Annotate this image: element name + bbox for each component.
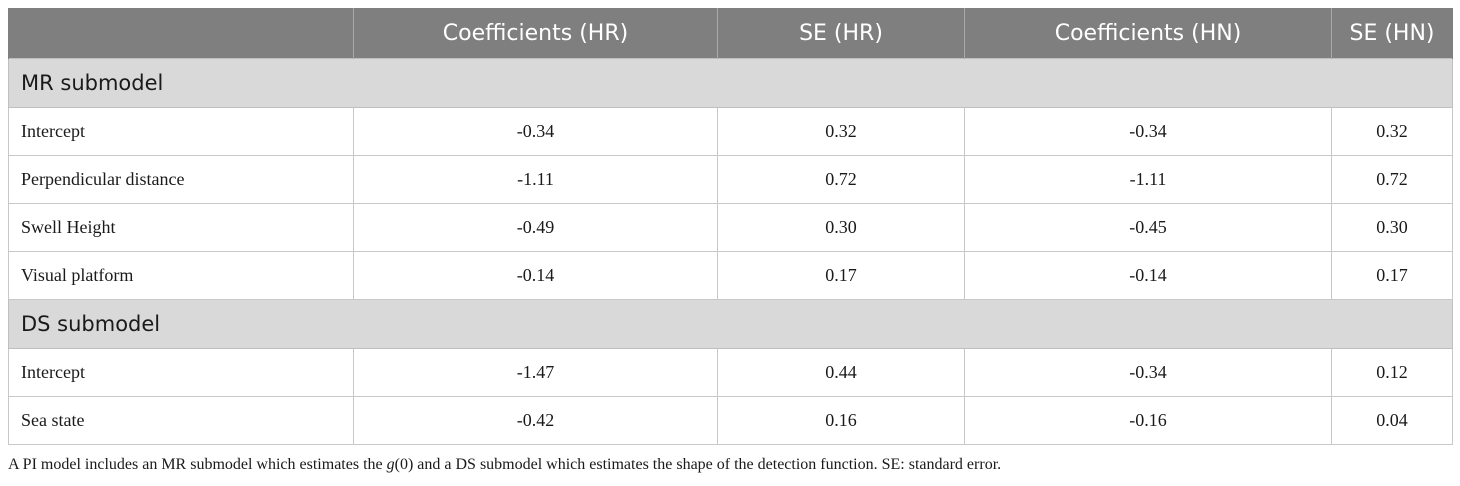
header-coef-hn: Coefficients (HN) xyxy=(964,8,1332,59)
table-row: Sea state -0.42 0.16 -0.16 0.04 xyxy=(8,396,1453,445)
cell-coef-hr: -1.47 xyxy=(353,348,718,397)
table-row: Visual platform -0.14 0.17 -0.14 0.17 xyxy=(8,251,1453,300)
row-label: Visual platform xyxy=(8,251,354,300)
cell-coef-hr: -0.14 xyxy=(353,251,718,300)
table-row: Intercept -1.47 0.44 -0.34 0.12 xyxy=(8,348,1453,397)
cell-se-hr: 0.17 xyxy=(717,251,965,300)
row-label: Intercept xyxy=(8,348,354,397)
header-se-hn: SE (HN) xyxy=(1331,8,1453,59)
cell-coef-hn: -0.14 xyxy=(964,251,1332,300)
cell-se-hn: 0.72 xyxy=(1331,155,1453,204)
section-row-ds: DS submodel xyxy=(8,299,1453,349)
row-label: Intercept xyxy=(8,107,354,156)
cell-se-hr: 0.30 xyxy=(717,203,965,252)
cell-se-hr: 0.44 xyxy=(717,348,965,397)
cell-se-hr: 0.32 xyxy=(717,107,965,156)
cell-se-hn: 0.17 xyxy=(1331,251,1453,300)
table-row: Swell Height -0.49 0.30 -0.45 0.30 xyxy=(8,203,1453,252)
section-title: DS submodel xyxy=(8,299,1453,349)
cell-se-hn: 0.32 xyxy=(1331,107,1453,156)
cell-coef-hn: -0.45 xyxy=(964,203,1332,252)
table-header-row: Coefficients (HR) SE (HR) Coefficients (… xyxy=(8,8,1453,59)
header-coef-hr: Coefficients (HR) xyxy=(353,8,718,59)
coefficients-table: Coefficients (HR) SE (HR) Coefficients (… xyxy=(8,8,1453,445)
footnote-text-after: (0) and a DS submodel which estimates th… xyxy=(394,456,1002,473)
table-row: Perpendicular distance -1.11 0.72 -1.11 … xyxy=(8,155,1453,204)
cell-coef-hn: -1.11 xyxy=(964,155,1332,204)
cell-se-hn: 0.12 xyxy=(1331,348,1453,397)
table-footnote: A PI model includes an MR submodel which… xyxy=(8,456,1452,474)
cell-coef-hr: -0.49 xyxy=(353,203,718,252)
coefficients-table-container: Coefficients (HR) SE (HR) Coefficients (… xyxy=(8,8,1453,445)
table-row: Intercept -0.34 0.32 -0.34 0.32 xyxy=(8,107,1453,156)
cell-coef-hr: -0.34 xyxy=(353,107,718,156)
row-label: Perpendicular distance xyxy=(8,155,354,204)
cell-coef-hr: -0.42 xyxy=(353,396,718,445)
cell-coef-hn: -0.34 xyxy=(964,348,1332,397)
cell-coef-hr: -1.11 xyxy=(353,155,718,204)
section-title: MR submodel xyxy=(8,58,1453,108)
row-label: Swell Height xyxy=(8,203,354,252)
row-label: Sea state xyxy=(8,396,354,445)
cell-se-hr: 0.16 xyxy=(717,396,965,445)
cell-se-hr: 0.72 xyxy=(717,155,965,204)
cell-se-hn: 0.30 xyxy=(1331,203,1453,252)
cell-coef-hn: -0.34 xyxy=(964,107,1332,156)
footnote-math-g: g xyxy=(386,456,395,473)
header-empty xyxy=(8,8,354,59)
cell-se-hn: 0.04 xyxy=(1331,396,1453,445)
footnote-text-before: A PI model includes an MR submodel which… xyxy=(8,456,387,473)
header-se-hr: SE (HR) xyxy=(717,8,965,59)
cell-coef-hn: -0.16 xyxy=(964,396,1332,445)
section-row-mr: MR submodel xyxy=(8,58,1453,108)
